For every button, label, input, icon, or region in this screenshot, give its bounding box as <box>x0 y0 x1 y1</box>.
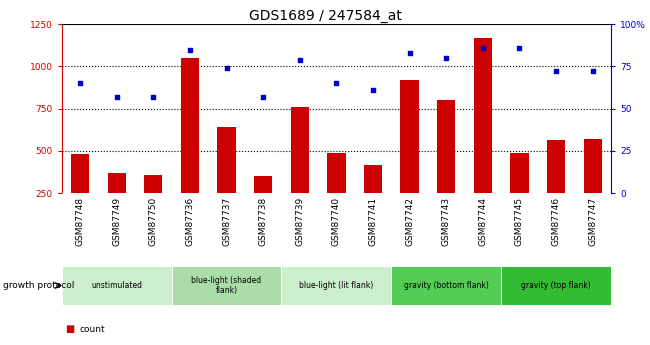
Point <box>185 47 195 52</box>
Bar <box>327 152 346 193</box>
Bar <box>510 152 528 193</box>
Text: GSM87744: GSM87744 <box>478 197 488 246</box>
Text: GSM87750: GSM87750 <box>149 197 158 246</box>
Text: count: count <box>80 325 105 334</box>
Point <box>148 94 159 100</box>
Text: GSM87739: GSM87739 <box>295 197 304 246</box>
Point <box>258 94 268 100</box>
Text: GDS1689 / 247584_at: GDS1689 / 247584_at <box>248 9 402 23</box>
Point <box>368 87 378 93</box>
Text: GSM87742: GSM87742 <box>405 197 414 246</box>
Point <box>404 50 415 56</box>
Text: growth protocol: growth protocol <box>3 281 75 290</box>
Text: GSM87736: GSM87736 <box>185 197 194 246</box>
Bar <box>107 173 126 193</box>
Point <box>331 80 342 86</box>
Text: GSM87749: GSM87749 <box>112 197 121 246</box>
Text: GSM87746: GSM87746 <box>552 197 560 246</box>
Text: unstimulated: unstimulated <box>91 281 142 290</box>
Bar <box>291 107 309 193</box>
Bar <box>254 176 272 193</box>
Text: gravity (top flank): gravity (top flank) <box>521 281 591 290</box>
Bar <box>474 38 492 193</box>
Text: ■: ■ <box>65 325 74 334</box>
Text: gravity (bottom flank): gravity (bottom flank) <box>404 281 489 290</box>
Bar <box>584 139 602 193</box>
Point <box>551 69 562 74</box>
Bar <box>217 127 236 193</box>
Text: GSM87740: GSM87740 <box>332 197 341 246</box>
Text: GSM87741: GSM87741 <box>369 197 378 246</box>
Bar <box>501 266 611 305</box>
Text: GSM87748: GSM87748 <box>75 197 84 246</box>
Bar <box>172 266 281 305</box>
Text: GSM87738: GSM87738 <box>259 197 268 246</box>
Point <box>441 55 451 61</box>
Text: GSM87747: GSM87747 <box>588 197 597 246</box>
Point <box>294 57 305 62</box>
Text: GSM87745: GSM87745 <box>515 197 524 246</box>
Point <box>478 45 488 51</box>
Point <box>514 45 525 51</box>
Bar <box>71 154 89 193</box>
Bar <box>364 165 382 193</box>
Bar <box>547 140 566 193</box>
Text: GSM87743: GSM87743 <box>442 197 450 246</box>
Point <box>75 80 85 86</box>
Bar <box>181 58 199 193</box>
Point <box>112 94 122 100</box>
Bar <box>144 175 162 193</box>
Bar <box>62 266 172 305</box>
Bar <box>400 80 419 193</box>
Text: GSM87737: GSM87737 <box>222 197 231 246</box>
Bar <box>437 100 456 193</box>
Point <box>588 69 598 74</box>
Text: blue-light (shaded
flank): blue-light (shaded flank) <box>192 276 261 295</box>
Text: blue-light (lit flank): blue-light (lit flank) <box>299 281 374 290</box>
Point <box>221 65 232 71</box>
Bar <box>281 266 391 305</box>
Bar <box>391 266 501 305</box>
